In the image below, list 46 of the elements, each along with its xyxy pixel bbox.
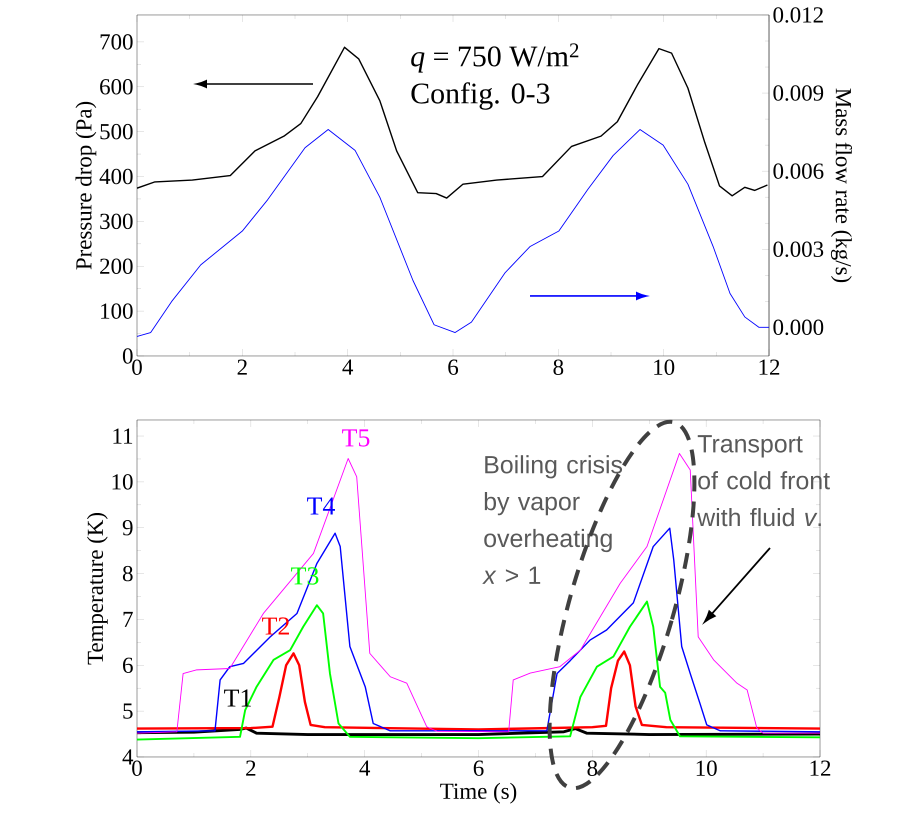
x-tick-label: 12 — [810, 760, 830, 776]
line-series — [137, 527, 820, 732]
y-tick-label: 9 — [122, 520, 133, 536]
y-tick-label: 400 — [100, 168, 133, 184]
x-tick-label: 10 — [696, 760, 717, 776]
y-tick-label: 0 — [122, 348, 133, 364]
y-tick-label: 100 — [101, 303, 133, 319]
y-tick-label: 200 — [100, 258, 133, 274]
annotation: q = 750 W/m$^{2}$ — [411, 43, 578, 73]
x-tick-label: 6 — [448, 360, 458, 375]
y-axis-title: Temperature (K) — [86, 512, 108, 665]
y-tick-label: 500 — [100, 124, 133, 140]
x-tick-label: 6 — [474, 760, 484, 776]
x-tick-label: 4 — [359, 760, 370, 776]
line-series — [137, 650, 820, 731]
y-tick-label: 7 — [124, 612, 133, 627]
y2-tick-label: 0.012 — [773, 7, 823, 23]
y2-tick-label: 0.000 — [773, 320, 824, 336]
series-label: T5 — [342, 429, 370, 447]
y-tick-label: 600 — [100, 79, 133, 94]
x-tick-label: 8 — [587, 760, 598, 776]
series-label: T1 — [224, 689, 251, 707]
y-tick-label: 300 — [100, 214, 133, 230]
x-tick-label: 2 — [238, 360, 247, 375]
line-series — [137, 600, 820, 741]
x-tick-label: 10 — [654, 359, 674, 375]
x-tick-label: 4 — [342, 359, 354, 375]
y-tick-label: 4 — [122, 749, 134, 765]
annotation: Config. 0-3 — [411, 82, 550, 110]
y-tick-label: 10 — [112, 474, 133, 490]
y2-tick-label: 0.003 — [773, 241, 824, 258]
line-series — [137, 129, 770, 337]
y2-tick-label: 0.009 — [773, 85, 824, 101]
y2-tick-label: 0.006 — [773, 163, 824, 179]
y-tick-label: 11 — [113, 428, 132, 444]
y2-axis-title: Mass flow rate (kg/s) — [830, 88, 852, 282]
y-tick-label: 5 — [123, 704, 133, 719]
y-axis-title: Pressure drop (Pa) — [75, 102, 96, 270]
y-tick-label: 8 — [122, 566, 133, 582]
x-tick-label: 2 — [246, 760, 256, 776]
x-tick-label: 12 — [760, 360, 780, 375]
x-tick-label: 8 — [553, 359, 564, 375]
annotation: Boiling crisis by vapor overheating x > 1 — [482, 455, 622, 584]
x-axis-title: Time (s) — [440, 782, 516, 804]
y-tick-label: 700 — [100, 34, 133, 50]
y-tick-label: 6 — [123, 658, 133, 673]
